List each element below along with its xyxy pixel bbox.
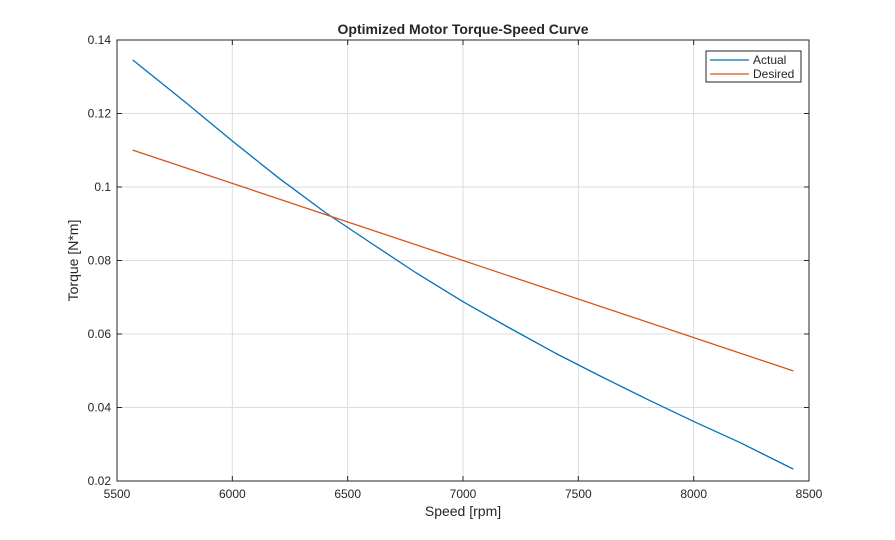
x-tick-label: 6500 (334, 487, 361, 501)
y-tick-label: 0.06 (88, 327, 112, 341)
chart-title: Optimized Motor Torque-Speed Curve (338, 21, 589, 37)
x-axis-label: Speed [rpm] (425, 503, 501, 519)
y-tick-label: 0.02 (88, 474, 112, 488)
x-tick-label: 7000 (450, 487, 477, 501)
y-tick-label: 0.04 (88, 401, 112, 415)
y-tick-label: 0.08 (88, 254, 112, 268)
plot-lines (132, 59, 794, 470)
y-tick-label: 0.14 (88, 33, 112, 47)
legend-box (705, 50, 802, 83)
x-tick-label: 8500 (796, 487, 823, 501)
legend-label: Desired (753, 67, 794, 81)
x-tick-label: 8000 (680, 487, 707, 501)
x-tick-label: 6000 (219, 487, 246, 501)
y-tick-label: 0.1 (94, 180, 111, 194)
y-tick-label: 0.12 (88, 107, 112, 121)
series-line-actual (132, 59, 794, 470)
x-tick-label: 7500 (565, 487, 592, 501)
axis-ticks: 5500 6000 6500 7000 7500 8000 8500 0.02 0.04 0.06… (88, 33, 823, 501)
legend-label: Actual (753, 53, 786, 67)
x-tick-label: 5500 (104, 487, 131, 501)
y-axis-label: Torque [N*m] (65, 220, 81, 302)
series-line-desired (132, 149, 794, 372)
